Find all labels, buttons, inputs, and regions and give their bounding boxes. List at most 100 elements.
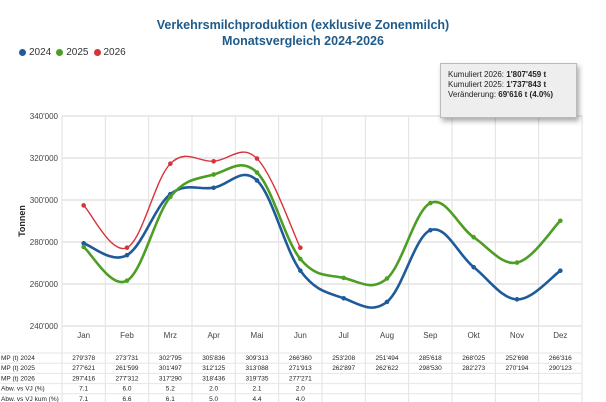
data-point-2024 xyxy=(298,268,303,273)
data-point-2026 xyxy=(124,245,130,250)
legend-swatch-2024 xyxy=(19,49,26,56)
tooltip-value-2025: 1'737'843 t xyxy=(506,80,547,89)
y-axis-title: Tonnen xyxy=(17,205,27,237)
data-point-2024 xyxy=(341,295,346,301)
table-cell: 2.0 xyxy=(296,386,305,393)
table-cell: 252'698 xyxy=(506,355,529,362)
data-point-2024 xyxy=(428,227,433,233)
legend-label-2026: 2026 xyxy=(103,47,126,58)
data-point-2024 xyxy=(384,299,390,305)
table-cell: 5.2 xyxy=(166,386,175,393)
chart-title: Verkehrsmilchproduktion (exklusive Zonen… xyxy=(156,18,450,32)
y-tick-label: 320'000 xyxy=(30,154,59,163)
table-cell: 285'618 xyxy=(419,355,442,362)
tooltip-label-change: Veränderung: xyxy=(448,90,499,99)
table-cell: 277'621 xyxy=(72,365,95,372)
table-cell: 270'194 xyxy=(506,365,529,372)
legend-swatch-2025 xyxy=(56,49,64,56)
table-cell: 305'836 xyxy=(202,355,225,362)
y-tick-label: 340'000 xyxy=(30,112,59,121)
data-point-2025 xyxy=(81,244,86,250)
data-point-2025 xyxy=(254,170,260,175)
legend: 2024 2025 2026 xyxy=(19,47,126,58)
table-cell: 273'731 xyxy=(116,355,139,362)
table-cell: 6.6 xyxy=(122,396,131,402)
data-point-2025 xyxy=(341,275,346,281)
data-point-2025 xyxy=(428,200,433,206)
legend-item-2024[interactable]: 2024 xyxy=(19,47,51,58)
grid xyxy=(61,115,583,402)
data-point-2024 xyxy=(558,268,563,274)
table-cell: 298'530 xyxy=(419,365,442,372)
series-line-2026 xyxy=(83,151,301,250)
legend-item-2025[interactable]: 2025 xyxy=(56,47,89,58)
table-cell: 251'494 xyxy=(376,355,399,362)
table-cell: 312'125 xyxy=(202,365,225,372)
x-tick-label: Sep xyxy=(423,331,438,340)
chart-subtitle: Monatsvergleich 2024-2026 xyxy=(222,34,384,48)
table-cell: 268'025 xyxy=(462,355,485,362)
data-point-2026 xyxy=(168,161,173,166)
x-tick-label: Apr xyxy=(207,331,220,340)
data-point-2025 xyxy=(384,276,390,281)
table-cell: 297'416 xyxy=(72,375,95,382)
table-cell: 262'897 xyxy=(332,365,355,372)
table-cell: 7.1 xyxy=(79,396,88,402)
table-row-label: MP (t) 2026 xyxy=(1,375,35,382)
table-cell: 317'290 xyxy=(159,375,182,382)
table-cell: 7.1 xyxy=(79,386,88,393)
tooltip-label-2026: Kumuliert 2026: xyxy=(448,70,507,79)
table-cell: 2.0 xyxy=(209,386,218,393)
cumulative-tooltip: Kumuliert 2026: 1'807'459 t Kumuliert 20… xyxy=(440,63,577,118)
data-point-2024 xyxy=(211,185,216,191)
x-axis: Jan Feb Mrz Apr Mai Jun Jul Aug Sep Okt Nov Dez xyxy=(77,331,567,340)
table-cell: 266'316 xyxy=(549,355,572,362)
table-row-label: Abw. vs VJ (%) xyxy=(1,386,45,393)
table-row-label: MP (t) 2024 xyxy=(1,355,35,362)
tooltip-row-2025: Kumuliert 2025: 1'737'843 t xyxy=(448,80,570,90)
data-point-2024 xyxy=(254,178,260,183)
y-tick-label: 260'000 xyxy=(30,280,59,289)
x-tick-label: Okt xyxy=(467,331,480,340)
table-cell: 2.1 xyxy=(252,386,261,393)
table-cell: 266'360 xyxy=(289,355,312,362)
x-tick-label: Dez xyxy=(553,331,567,340)
y-tick-label: 280'000 xyxy=(30,238,59,247)
x-tick-label: Feb xyxy=(120,331,134,340)
table-cell: 6.0 xyxy=(122,386,131,393)
legend-item-2026[interactable]: 2026 xyxy=(93,47,126,58)
legend-label-2024: 2024 xyxy=(29,47,52,58)
table-cell: 277'271 xyxy=(289,375,312,382)
table-cell: 4.0 xyxy=(296,396,305,402)
x-tick-label: Mrz xyxy=(164,331,177,340)
x-tick-label: Jun xyxy=(294,331,307,340)
x-tick-label: Nov xyxy=(510,331,524,340)
table-row-label: Abw. vs VJ kum (%) xyxy=(1,396,59,402)
data-table: MP (t) 2024 279'378 273'731 302'795 305'836 3… xyxy=(0,352,582,402)
data-point-2026 xyxy=(298,245,303,251)
table-cell: 279'378 xyxy=(72,355,95,362)
tooltip-value-change: 69'616 t (4.0%) xyxy=(498,90,554,99)
y-axis: 240'000 260'000 280'000 300'000 320'000 340'0… xyxy=(17,112,59,331)
data-point-2025 xyxy=(514,260,520,265)
data-point-2024 xyxy=(471,264,476,270)
x-tick-label: Aug xyxy=(380,331,394,340)
table-cell: 277'312 xyxy=(116,375,139,382)
tooltip-label-2025: Kumuliert 2025: xyxy=(448,80,507,89)
tooltip-row-change: Veränderung: 69'616 t (4.0%) xyxy=(448,90,570,100)
table-cell: 318'436 xyxy=(202,375,225,382)
table-cell: 6.1 xyxy=(166,396,175,402)
table-cell: 290'123 xyxy=(549,365,572,372)
table-cell: 313'088 xyxy=(246,365,269,372)
data-point-2025 xyxy=(298,256,303,262)
y-tick-label: 240'000 xyxy=(30,322,59,331)
x-tick-label: Jan xyxy=(77,331,90,340)
table-cell: 271'913 xyxy=(289,365,312,372)
table-cell: 319'735 xyxy=(246,375,269,382)
legend-swatch-2026 xyxy=(93,49,101,56)
data-point-2024 xyxy=(81,241,86,246)
data-point-2025 xyxy=(124,278,130,283)
table-cell: 253'208 xyxy=(332,355,355,362)
table-cell: 261'599 xyxy=(116,365,139,372)
data-point-2025 xyxy=(211,172,216,177)
